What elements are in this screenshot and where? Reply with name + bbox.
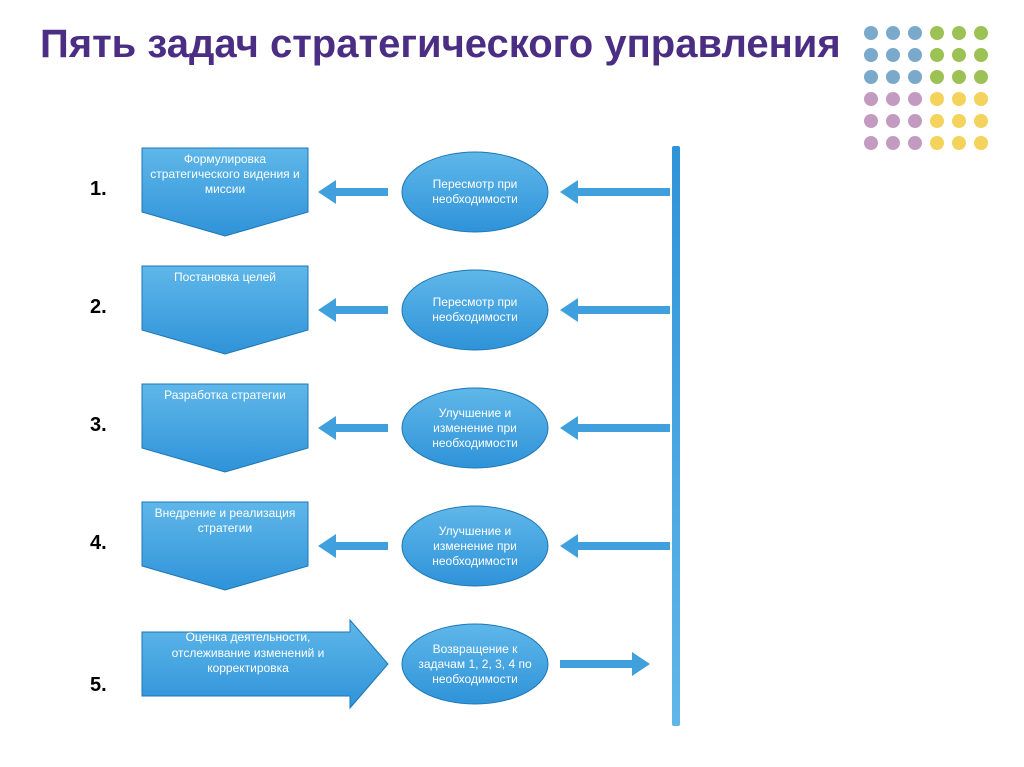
task-label: Формулировка стратегического видения и м… xyxy=(146,152,304,197)
row-number: 2. xyxy=(90,296,107,319)
dot-grid-decoration xyxy=(860,22,992,154)
arrow-left-icon xyxy=(560,534,670,563)
diagram-row: 5. Оценка деятельности, отслеживание изм… xyxy=(90,612,810,716)
feedback-label: Пересмотр при необходимости xyxy=(400,268,550,352)
arrow-left-icon xyxy=(318,298,388,327)
task-label: Оценка деятельности, отслеживание измене… xyxy=(148,630,348,677)
task-block: Разработка стратегии xyxy=(140,382,310,474)
row-number: 4. xyxy=(90,532,107,555)
feedback-label: Улучшение и изменение при необходимости xyxy=(400,386,550,470)
feedback-ellipse: Возвращение к задачам 1, 2, 3, 4 по необ… xyxy=(400,622,550,706)
arrow-left-icon xyxy=(318,180,388,209)
task-block: Формулировка стратегического видения и м… xyxy=(140,146,310,238)
task-label: Постановка целей xyxy=(146,270,304,285)
diagram-row: 3. Разработка стратегии Улучшение и изме… xyxy=(90,376,810,480)
row-number: 5. xyxy=(90,674,107,697)
diagram-row: 1. Формулировка стратегического видения … xyxy=(90,140,810,244)
arrow-left-icon xyxy=(560,180,670,209)
task-label: Разработка стратегии xyxy=(146,388,304,403)
arrow-left-icon xyxy=(560,416,670,445)
feedback-ellipse: Улучшение и изменение при необходимости xyxy=(400,386,550,470)
page-title: Пять задач стратегического управления xyxy=(40,20,841,68)
feedback-label: Возвращение к задачам 1, 2, 3, 4 по необ… xyxy=(400,622,550,706)
diagram-row: 4. Внедрение и реализация стратегии Улуч… xyxy=(90,494,810,598)
feedback-ellipse: Пересмотр при необходимости xyxy=(400,150,550,234)
task-block: Внедрение и реализация стратегии xyxy=(140,500,310,592)
task-block-wide: Оценка деятельности, отслеживание измене… xyxy=(140,618,390,710)
arrow-left-icon xyxy=(318,416,388,445)
row-number: 3. xyxy=(90,414,107,437)
diagram-row: 2. Постановка целей Пересмотр при необхо… xyxy=(90,258,810,362)
feedback-label: Пересмотр при необходимости xyxy=(400,150,550,234)
feedback-ellipse: Улучшение и изменение при необходимости xyxy=(400,504,550,588)
arrow-right-icon xyxy=(560,652,650,681)
arrow-left-icon xyxy=(318,534,388,563)
task-label: Внедрение и реализация стратегии xyxy=(146,506,304,536)
flow-diagram: 1. Формулировка стратегического видения … xyxy=(90,140,810,740)
feedback-ellipse: Пересмотр при необходимости xyxy=(400,268,550,352)
arrow-left-icon xyxy=(560,298,670,327)
feedback-label: Улучшение и изменение при необходимости xyxy=(400,504,550,588)
row-number: 1. xyxy=(90,178,107,201)
task-block: Постановка целей xyxy=(140,264,310,356)
